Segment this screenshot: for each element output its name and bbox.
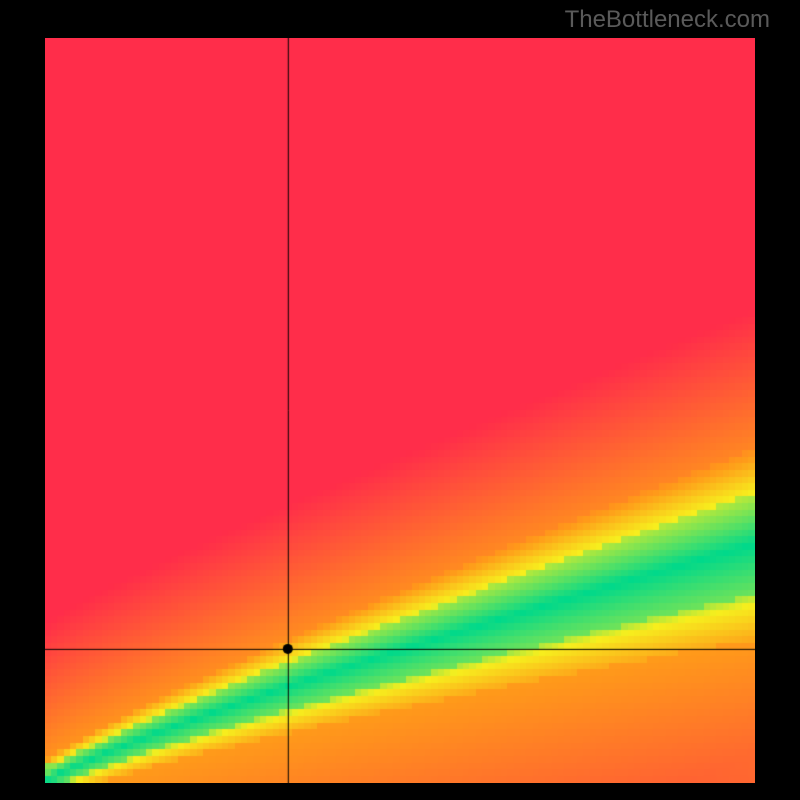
watermark-text: TheBottleneck.com	[565, 6, 770, 34]
figure-root: TheBottleneck.com	[0, 0, 800, 800]
plot-area	[45, 38, 755, 783]
heatmap-canvas	[45, 38, 755, 783]
